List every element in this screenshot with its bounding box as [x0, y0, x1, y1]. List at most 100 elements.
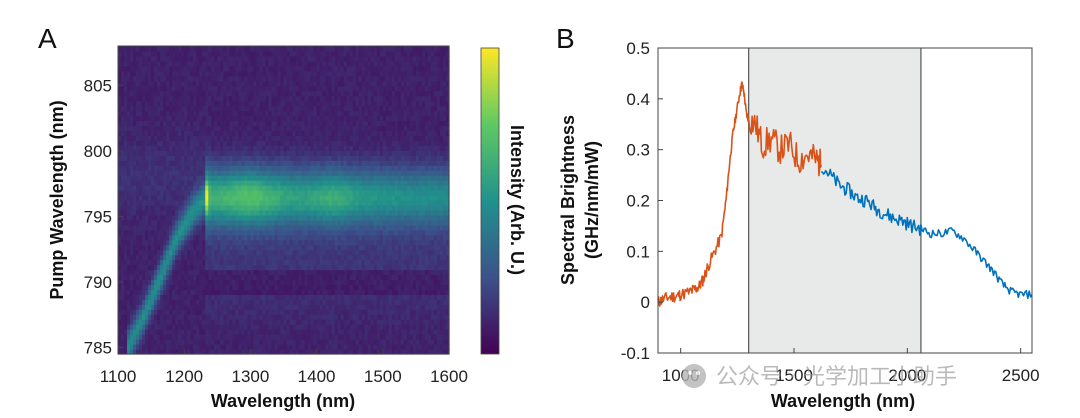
heatmap-cell [157, 289, 161, 295]
heatmap-cell [223, 80, 227, 87]
heatmap-cell [223, 55, 227, 62]
heatmap-cell [139, 239, 143, 246]
heatmap-cell [304, 190, 309, 196]
heatmap-cell [154, 274, 158, 281]
heatmap-cell [331, 80, 336, 87]
heatmap-cell [295, 90, 300, 97]
heatmap-cell [289, 349, 294, 355]
heatmap-cell [310, 46, 315, 52]
heatmap-cell [142, 130, 146, 137]
heatmap-cell [190, 100, 194, 107]
heatmap-cell [259, 204, 264, 211]
heatmap-cell [283, 80, 288, 87]
heatmap-cell [349, 259, 354, 266]
heatmap-cell [250, 249, 255, 256]
heatmap-cell [253, 299, 258, 305]
heatmap-cell [226, 349, 230, 355]
heatmap-cell [325, 294, 330, 300]
heatmap-cell [274, 120, 279, 127]
heatmap-cell [280, 344, 285, 350]
heatmap-cell [289, 329, 294, 335]
heatmap-cell [133, 195, 137, 201]
heatmap-cell [118, 299, 122, 305]
heatmap-cell [265, 145, 270, 151]
heatmap-cell [343, 130, 348, 137]
heatmap-cell [295, 209, 300, 216]
heatmap-cell [346, 254, 351, 261]
heatmap-cell [259, 264, 264, 271]
heatmap-cell [121, 339, 125, 345]
heatmap-cell [238, 90, 242, 97]
heatmap-cell [253, 90, 258, 97]
heatmap-cell [328, 150, 333, 156]
heatmap-cell [262, 195, 267, 201]
heatmap-cell [118, 339, 122, 345]
heatmap-cell [250, 339, 255, 345]
heatmap-cell [298, 279, 303, 286]
heatmap-cell [124, 180, 128, 186]
heatmap-cell [199, 269, 203, 276]
heatmap-cell [145, 65, 149, 72]
heatmap-cell [160, 254, 164, 261]
heatmap-cell [169, 304, 173, 310]
heatmap-cell [232, 304, 236, 310]
heatmap-cell [316, 100, 321, 107]
heatmap-cell [151, 170, 155, 176]
heatmap-cell [163, 259, 167, 266]
heatmap-cell [187, 214, 191, 221]
heatmap-cell [178, 60, 182, 67]
heatmap-cell [301, 135, 306, 141]
heatmap-cell [205, 334, 209, 340]
heatmap-cell [340, 259, 345, 266]
heatmap-cell [280, 175, 285, 181]
heatmap-cell [334, 249, 339, 256]
heatmap-cell [307, 175, 312, 181]
heatmap-cell [259, 254, 264, 261]
heatmap-cell [166, 329, 170, 335]
heatmap-cell [256, 344, 261, 350]
heatmap-cell [136, 244, 140, 251]
heatmap-cell [127, 65, 131, 72]
heatmap-cell [145, 160, 149, 166]
heatmap-cell [154, 120, 158, 127]
heatmap-cell [331, 145, 336, 151]
heatmap-cell [313, 190, 318, 196]
heatmap-cell [190, 180, 194, 186]
heatmap-cell [301, 219, 306, 226]
heatmap-cell [235, 145, 239, 151]
heatmap-cell [325, 140, 330, 146]
heatmap-cell [277, 224, 282, 231]
heatmap-cell [286, 80, 291, 87]
heatmap-cell [262, 70, 267, 77]
heatmap-cell [331, 264, 336, 271]
heatmap-cell [247, 229, 251, 236]
heatmap-cell [199, 75, 203, 82]
heatmap-cell [340, 195, 345, 201]
heatmap-cell [169, 185, 173, 191]
heatmap-cell [157, 70, 161, 77]
heatmap-cell [349, 60, 354, 67]
heatmap-cell [199, 135, 203, 141]
heatmap-cell [301, 244, 306, 251]
heatmap-cell [268, 60, 273, 67]
heatmap-cell [160, 130, 164, 137]
heatmap-cell [130, 274, 134, 281]
heatmap-cell [256, 60, 261, 67]
heatmap-cell [292, 75, 297, 82]
heatmap-cell [301, 249, 306, 256]
heatmap-cell [316, 349, 321, 355]
heatmap-cell [283, 190, 288, 196]
heatmap-cell [310, 110, 315, 117]
heatmap-cell [265, 100, 270, 107]
heatmap-cell [220, 60, 224, 67]
heatmap-cell [118, 314, 122, 320]
heatmap-cell [265, 329, 270, 335]
heatmap-cell [169, 309, 173, 315]
heatmap-cell [295, 175, 300, 181]
heatmap-cell [280, 309, 285, 315]
heatmap-cell [244, 180, 248, 186]
heatmap-cell [139, 289, 143, 295]
heatmap-cell [205, 200, 209, 206]
heatmap-cell [187, 279, 191, 286]
heatmap-cell [118, 214, 122, 221]
